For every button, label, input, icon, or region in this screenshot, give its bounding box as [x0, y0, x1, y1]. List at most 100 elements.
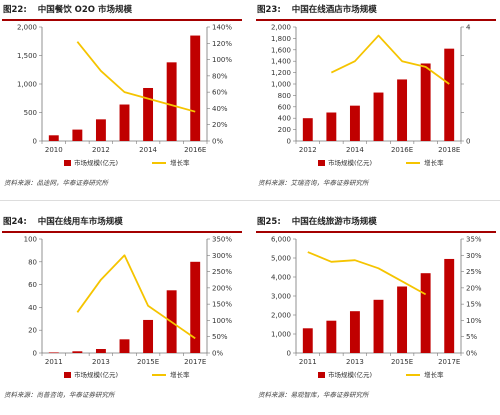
growth-rate-line [330, 34, 450, 85]
right-tick-label: 20% [212, 121, 228, 129]
bar [143, 319, 154, 353]
legend-bar-swatch [318, 372, 325, 378]
growth-rate-line [76, 41, 196, 113]
left-tick-label: 2,000 [271, 312, 291, 320]
right-tick-label: 0% [212, 350, 223, 358]
right-tick-label: 0 [466, 138, 470, 146]
left-tick-label: 40 [28, 304, 37, 312]
x-tick-label: 2012 [299, 146, 317, 154]
left-tick-label: 5,000 [271, 255, 291, 263]
growth-rate-line [76, 254, 196, 340]
chart-area: 0 200 400 600 800 1,000 1,200 1,400 1,600 1,800 2,… [256, 21, 496, 181]
right-tick-label: 120% [212, 40, 232, 48]
chart-title: 中国餐饮 O2O 市场规模 [37, 5, 132, 15]
section-divider [0, 200, 500, 201]
legend-line-label: 增长率 [170, 370, 190, 379]
chart-svg: 0 1,000 2,000 3,000 4,000 5,000 6,000 0% 5% 10% 15… [271, 236, 482, 380]
chart-panel-online-hotel: 图23: 中国在线酒店市场规模 0 200 400 600 800 1,000 1,200 1… [256, 2, 496, 187]
right-tick-label: 100% [212, 317, 232, 325]
x-tick-label: 2013 [346, 358, 364, 366]
legend-bar-label: 市场规模(亿元) [74, 370, 118, 379]
bar [143, 87, 154, 141]
bar [397, 286, 408, 353]
left-tick-label: 60 [28, 281, 37, 289]
legend-bar-swatch [318, 160, 325, 166]
chart-panel-food-o2o: 图22: 中国餐饮 O2O 市场规模 0 500 1,000 1,500 2,000 0%… [2, 2, 242, 187]
figure-label: 图25: [257, 217, 281, 227]
left-tick-label: 1,400 [271, 58, 291, 66]
bar [72, 129, 83, 141]
left-tick-label: 2,000 [271, 24, 291, 32]
bar [420, 273, 431, 353]
left-tick-label: 1,000 [271, 81, 291, 89]
bar [166, 62, 177, 142]
chart-panel-online-travel: 图25: 中国在线旅游市场规模 0 1,000 2,000 3,000 4,000 5,0… [256, 214, 496, 399]
chart-title: 中国在线酒店市场规模 [291, 5, 377, 15]
right-tick-label: 4 [466, 24, 471, 32]
x-tick-label: 2014 [346, 146, 364, 154]
figure-label: 图24: [3, 217, 27, 227]
right-tick-label: 40% [212, 105, 228, 113]
bar [119, 339, 130, 353]
bar [326, 320, 337, 353]
left-tick-label: 20 [28, 327, 37, 335]
figure-label: 图22: [3, 5, 27, 15]
bar [72, 351, 83, 353]
bar [373, 92, 384, 141]
x-tick-label: 2013 [92, 358, 110, 366]
legend-bar-label: 市场规模(亿元) [328, 158, 372, 167]
bar [119, 104, 130, 141]
x-tick-label: 2011 [299, 358, 317, 366]
left-tick-label: 6,000 [271, 236, 291, 244]
chart-svg: 0 500 1,000 1,500 2,000 0% 20% 40% 60% 80% 100% 120… [17, 24, 232, 168]
x-tick-label: 2011 [45, 358, 63, 366]
x-tick-label: 2010 [45, 146, 63, 154]
bar [349, 105, 360, 141]
source-note: 资料来源：尚普咨询，华泰证券研究所 [4, 391, 115, 399]
left-tick-label: 800 [278, 92, 291, 100]
right-tick-label: 140% [212, 24, 232, 32]
right-tick-label: 250% [212, 268, 232, 276]
legend-bar-swatch [64, 160, 71, 166]
right-tick-label: 5% [466, 333, 477, 341]
left-tick-label: 200 [278, 126, 291, 134]
left-tick-label: 3,000 [271, 293, 291, 301]
right-tick-label: 100% [212, 56, 232, 64]
legend-bar-swatch [64, 372, 71, 378]
right-tick-label: 150% [212, 301, 232, 309]
chart-title: 中国在线用车市场规模 [37, 217, 123, 227]
left-tick-label: 1,600 [271, 46, 291, 54]
source-note: 资料来源：艾瑞咨询，华泰证券研究所 [258, 179, 369, 187]
right-tick-label: 15% [466, 301, 482, 309]
left-tick-label: 0 [287, 138, 291, 146]
left-tick-label: 500 [24, 109, 37, 117]
bar [190, 261, 201, 353]
bar [444, 258, 455, 353]
x-tick-label: 2016E [391, 146, 413, 154]
legend-line-label: 增长率 [170, 158, 190, 167]
left-tick-label: 0 [33, 138, 37, 146]
source-note: 资料来源：品途网，华泰证券研究所 [4, 179, 108, 187]
legend-line-label: 增长率 [424, 158, 444, 167]
bar [420, 63, 431, 142]
x-tick-label: 2015E [137, 358, 159, 366]
legend-line-label: 增长率 [424, 370, 444, 379]
right-tick-label: 50% [212, 333, 228, 341]
x-tick-label: 2018E [438, 146, 460, 154]
x-tick-label: 2017E [184, 358, 206, 366]
left-tick-label: 1,200 [271, 69, 291, 77]
right-tick-label: 300% [212, 252, 232, 260]
x-tick-label: 2014 [139, 146, 157, 154]
bar [95, 119, 106, 141]
chart-header: 图24: 中国在线用车市场规模 [2, 214, 242, 233]
source-note: 资料来源：易观智库，华泰证券研究所 [258, 391, 369, 399]
x-tick-label: 2017E [438, 358, 460, 366]
right-tick-label: 350% [212, 236, 232, 244]
bar [326, 112, 337, 141]
right-tick-label: 0% [466, 350, 477, 358]
bar [48, 135, 59, 141]
right-tick-label: 200% [212, 284, 232, 292]
left-tick-label: 0 [33, 350, 37, 358]
x-tick-label: 2012 [92, 146, 110, 154]
right-tick-label: 35% [466, 236, 482, 244]
